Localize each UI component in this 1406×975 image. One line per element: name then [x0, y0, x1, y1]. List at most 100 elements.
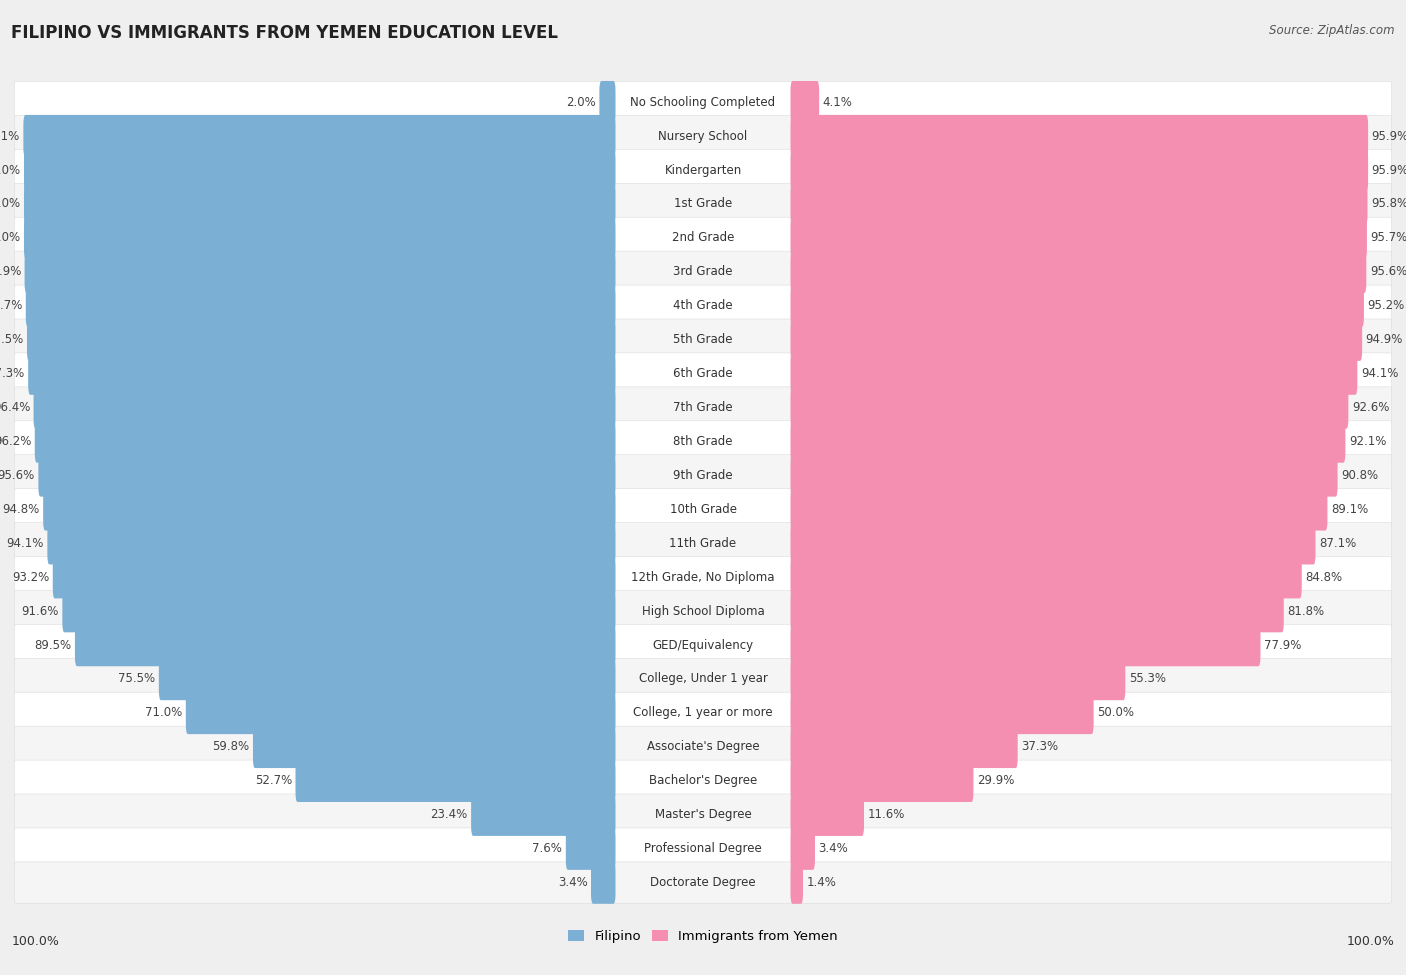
FancyBboxPatch shape: [14, 726, 1392, 767]
Legend: Filipino, Immigrants from Yemen: Filipino, Immigrants from Yemen: [562, 924, 844, 948]
FancyBboxPatch shape: [790, 319, 1362, 361]
FancyBboxPatch shape: [790, 522, 1316, 565]
Text: 2.0%: 2.0%: [567, 96, 596, 108]
FancyBboxPatch shape: [35, 420, 616, 463]
FancyBboxPatch shape: [14, 760, 1392, 801]
FancyBboxPatch shape: [790, 352, 1357, 395]
FancyBboxPatch shape: [790, 386, 1348, 429]
Text: 95.2%: 95.2%: [1368, 299, 1405, 312]
Text: 3.4%: 3.4%: [558, 877, 588, 889]
FancyBboxPatch shape: [14, 692, 1392, 733]
FancyBboxPatch shape: [14, 862, 1392, 903]
FancyBboxPatch shape: [790, 115, 1368, 157]
Text: 12th Grade, No Diploma: 12th Grade, No Diploma: [631, 570, 775, 584]
FancyBboxPatch shape: [14, 557, 1392, 598]
Text: 9th Grade: 9th Grade: [673, 469, 733, 482]
FancyBboxPatch shape: [790, 251, 1367, 293]
FancyBboxPatch shape: [14, 149, 1392, 191]
Text: GED/Equivalency: GED/Equivalency: [652, 639, 754, 651]
Text: 37.3%: 37.3%: [1021, 740, 1059, 754]
Text: No Schooling Completed: No Schooling Completed: [630, 96, 776, 108]
FancyBboxPatch shape: [295, 760, 616, 802]
FancyBboxPatch shape: [14, 658, 1392, 700]
Text: 97.7%: 97.7%: [0, 299, 22, 312]
FancyBboxPatch shape: [790, 691, 1094, 734]
Text: 11.6%: 11.6%: [868, 808, 905, 821]
Text: 1st Grade: 1st Grade: [673, 198, 733, 211]
Text: 89.5%: 89.5%: [34, 639, 72, 651]
Text: 95.6%: 95.6%: [1369, 265, 1406, 278]
FancyBboxPatch shape: [14, 183, 1392, 224]
FancyBboxPatch shape: [24, 216, 616, 259]
FancyBboxPatch shape: [790, 725, 1018, 768]
Text: Master's Degree: Master's Degree: [655, 808, 751, 821]
Text: FILIPINO VS IMMIGRANTS FROM YEMEN EDUCATION LEVEL: FILIPINO VS IMMIGRANTS FROM YEMEN EDUCAT…: [11, 24, 558, 42]
Text: 96.2%: 96.2%: [0, 435, 31, 448]
Text: 6th Grade: 6th Grade: [673, 368, 733, 380]
Text: 4th Grade: 4th Grade: [673, 299, 733, 312]
FancyBboxPatch shape: [14, 252, 1392, 292]
Text: 59.8%: 59.8%: [212, 740, 249, 754]
FancyBboxPatch shape: [14, 353, 1392, 394]
FancyBboxPatch shape: [34, 386, 616, 429]
Text: 100.0%: 100.0%: [1347, 935, 1395, 948]
Text: 7.6%: 7.6%: [533, 842, 562, 855]
FancyBboxPatch shape: [14, 828, 1392, 870]
FancyBboxPatch shape: [14, 624, 1392, 666]
FancyBboxPatch shape: [14, 82, 1392, 123]
FancyBboxPatch shape: [14, 115, 1392, 157]
Text: 90.8%: 90.8%: [1341, 469, 1378, 482]
Text: 50.0%: 50.0%: [1097, 707, 1135, 720]
FancyBboxPatch shape: [790, 420, 1346, 463]
FancyBboxPatch shape: [790, 488, 1327, 530]
Text: 55.3%: 55.3%: [1129, 673, 1166, 685]
FancyBboxPatch shape: [790, 794, 865, 836]
Text: College, Under 1 year: College, Under 1 year: [638, 673, 768, 685]
Text: 52.7%: 52.7%: [254, 774, 292, 787]
Text: 10th Grade: 10th Grade: [669, 503, 737, 516]
Text: 7th Grade: 7th Grade: [673, 401, 733, 414]
FancyBboxPatch shape: [14, 217, 1392, 258]
Text: 92.1%: 92.1%: [1348, 435, 1386, 448]
FancyBboxPatch shape: [790, 861, 803, 904]
FancyBboxPatch shape: [790, 590, 1284, 633]
Text: 4.1%: 4.1%: [823, 96, 852, 108]
FancyBboxPatch shape: [14, 387, 1392, 428]
Text: 94.9%: 94.9%: [1365, 333, 1403, 346]
FancyBboxPatch shape: [14, 794, 1392, 836]
Text: 94.1%: 94.1%: [7, 537, 44, 550]
Text: 3.4%: 3.4%: [818, 842, 848, 855]
Text: 100.0%: 100.0%: [11, 935, 59, 948]
Text: Associate's Degree: Associate's Degree: [647, 740, 759, 754]
FancyBboxPatch shape: [24, 182, 616, 225]
Text: Bachelor's Degree: Bachelor's Degree: [650, 774, 756, 787]
FancyBboxPatch shape: [790, 216, 1367, 259]
FancyBboxPatch shape: [24, 251, 616, 293]
FancyBboxPatch shape: [14, 454, 1392, 496]
Text: 95.6%: 95.6%: [0, 469, 35, 482]
Text: Kindergarten: Kindergarten: [665, 164, 741, 176]
Text: 94.1%: 94.1%: [1361, 368, 1398, 380]
FancyBboxPatch shape: [14, 488, 1392, 530]
FancyBboxPatch shape: [159, 658, 616, 700]
FancyBboxPatch shape: [14, 523, 1392, 564]
Text: High School Diploma: High School Diploma: [641, 604, 765, 617]
Text: 94.8%: 94.8%: [3, 503, 39, 516]
Text: College, 1 year or more: College, 1 year or more: [633, 707, 773, 720]
Text: 1.4%: 1.4%: [807, 877, 837, 889]
Text: 89.1%: 89.1%: [1331, 503, 1368, 516]
FancyBboxPatch shape: [253, 725, 616, 768]
Text: 96.4%: 96.4%: [0, 401, 30, 414]
Text: Source: ZipAtlas.com: Source: ZipAtlas.com: [1270, 24, 1395, 37]
Text: 71.0%: 71.0%: [145, 707, 183, 720]
FancyBboxPatch shape: [14, 421, 1392, 462]
FancyBboxPatch shape: [790, 149, 1368, 191]
FancyBboxPatch shape: [53, 556, 616, 599]
Text: 8th Grade: 8th Grade: [673, 435, 733, 448]
FancyBboxPatch shape: [591, 861, 616, 904]
Text: 93.2%: 93.2%: [13, 570, 49, 584]
FancyBboxPatch shape: [14, 591, 1392, 632]
Text: 11th Grade: 11th Grade: [669, 537, 737, 550]
FancyBboxPatch shape: [790, 182, 1368, 225]
Text: 98.0%: 98.0%: [0, 231, 21, 245]
